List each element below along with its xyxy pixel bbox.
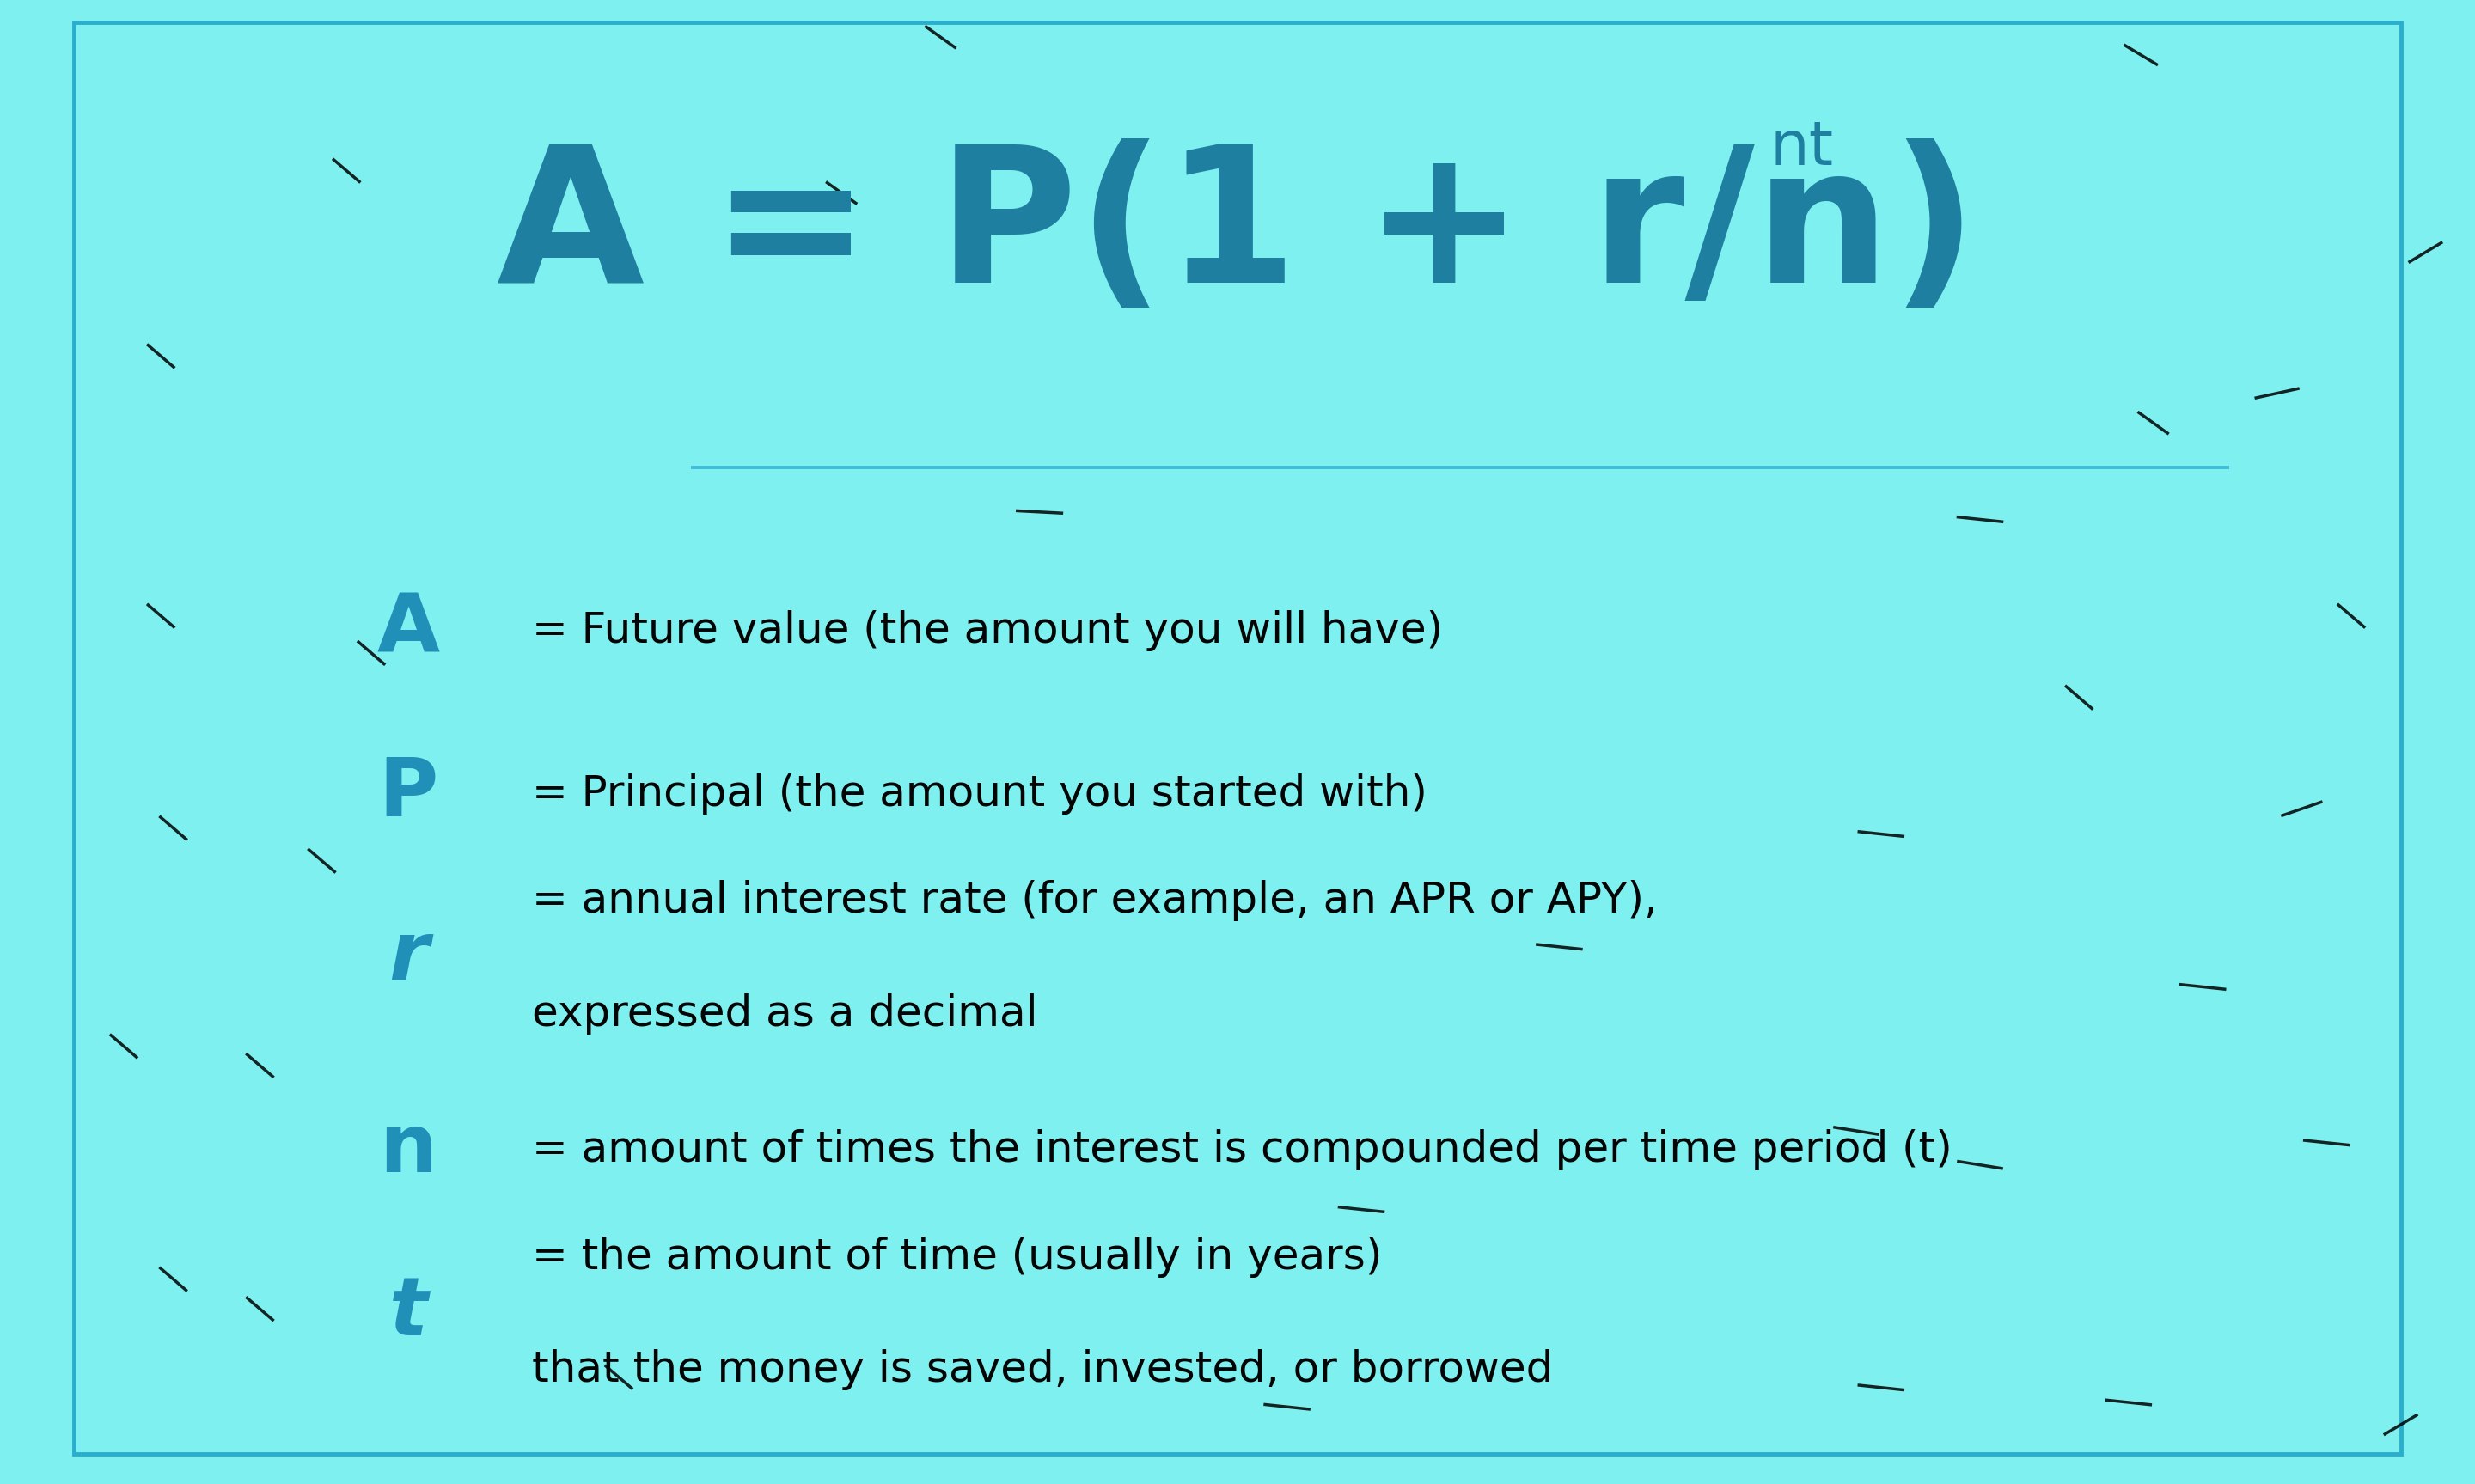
Text: r: r <box>389 917 428 997</box>
Text: t: t <box>389 1273 428 1353</box>
Text: = Principal (the amount you started with): = Principal (the amount you started with… <box>532 773 1428 815</box>
Text: that the money is saved, invested, or borrowed: that the money is saved, invested, or bo… <box>532 1349 1554 1391</box>
Text: expressed as a decimal: expressed as a decimal <box>532 993 1037 1034</box>
Text: A = P(1 + r/n): A = P(1 + r/n) <box>497 138 1978 322</box>
Text: A: A <box>376 591 441 671</box>
Text: = Future value (the amount you will have): = Future value (the amount you will have… <box>532 610 1443 651</box>
Text: = annual interest rate (for example, an APR or APY),: = annual interest rate (for example, an … <box>532 880 1658 922</box>
Text: = amount of times the interest is compounded per time period (t): = amount of times the interest is compou… <box>532 1129 1953 1171</box>
Text: P: P <box>379 754 438 834</box>
Text: nt: nt <box>1770 119 1834 178</box>
Text: n: n <box>379 1110 438 1190</box>
Text: = the amount of time (usually in years): = the amount of time (usually in years) <box>532 1236 1384 1278</box>
